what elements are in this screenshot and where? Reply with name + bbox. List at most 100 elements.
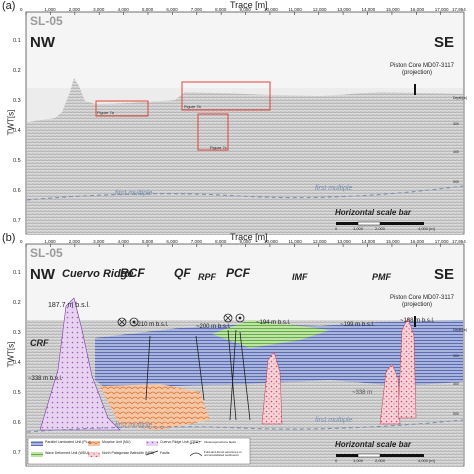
- x-tick-label: 15,000: [385, 7, 400, 12]
- x-tick-label: 17,000: [434, 239, 449, 244]
- cuervo-ridge-label: Cuervo Ridge: [62, 268, 134, 280]
- depth-4: ~194 m b.s.l.: [256, 320, 291, 326]
- x-tick-label: 16,000: [410, 239, 425, 244]
- x-tick-label: 11,000: [288, 239, 302, 244]
- y-tick-label: 0.7: [13, 218, 21, 224]
- x-tick-label: 8,000: [215, 239, 227, 244]
- depth-1: 187.7 m b.s.l.: [48, 302, 91, 309]
- x-tick-label: 6,000: [166, 7, 178, 12]
- panel-b-scale-3: 4,000 [m]: [418, 458, 435, 463]
- panel-b-scale-bar: [336, 453, 424, 458]
- legend-intra: Intraevaporazione faults: [204, 440, 237, 444]
- fault-pcf: PCF: [226, 266, 250, 280]
- y-tick-label: 0.4: [13, 360, 21, 366]
- plu-unit: [95, 320, 463, 392]
- panel-a-water: [27, 13, 463, 88]
- panel-a-multiple-1: first multiple: [115, 190, 153, 197]
- x-tick-label: 4,000: [117, 7, 129, 12]
- x-tick-label: 17,000: [434, 7, 449, 12]
- panel-a-multiple-2: first multiple: [315, 185, 353, 192]
- moraine-unit: [100, 384, 210, 430]
- x-tick-label: 13,000: [337, 239, 351, 244]
- legend-swatch-cru: [146, 441, 158, 446]
- panel-a-core-label-2: (projection): [402, 70, 433, 76]
- x-tick-label: 11,000: [288, 7, 302, 12]
- x-tick-label: 5,000: [141, 239, 154, 244]
- y-tick-label: 0.3: [13, 330, 21, 336]
- y-tick-label: 0.1: [13, 38, 21, 44]
- x-tick-label: 5,000: [141, 7, 154, 12]
- x-tick-label: 12,000: [312, 7, 327, 12]
- panel-b-core-label-1: Piston Core MD07-3117: [390, 295, 454, 301]
- panel-b-axis-title: Trace [m]: [230, 232, 268, 242]
- x-tick-label: 2,000: [68, 7, 81, 12]
- depth-8: ~338 m: [352, 390, 373, 396]
- figure-7c-label: Figure 7c: [210, 145, 227, 150]
- panel-b-label: (b): [2, 232, 16, 244]
- x-tick-label: 7,000: [190, 7, 203, 12]
- legend-swatch-fault: [145, 450, 159, 456]
- panel-b-scale-title: Horizontal scale bar: [335, 440, 412, 449]
- panel-b-core-label-2: (projection): [402, 302, 433, 308]
- x-tick-label: 15,000: [385, 239, 400, 244]
- legend-cru: Cuervo Ridge Unit (CRU): [160, 440, 200, 444]
- depth-tick-label: Depth[m]: [453, 328, 468, 332]
- fault-rcf: RCF: [120, 266, 145, 280]
- x-tick-label: 0: [20, 7, 23, 12]
- panel-b-multiple-line: [26, 419, 464, 433]
- fault-qf: QF: [174, 266, 191, 280]
- panel-b-water: [27, 245, 463, 320]
- legend-swatch-wdu: [31, 452, 43, 457]
- fault-rpf: RPF: [198, 272, 216, 282]
- panel-a-scale-1: 1,000: [353, 226, 364, 231]
- figure-7b-box: [181, 81, 271, 111]
- y-tick-label: 0.4: [13, 128, 21, 134]
- panel-b-scale-1: 1,000: [353, 458, 364, 463]
- depth-7: ~338 m b.s.l.: [28, 376, 63, 382]
- panel-b-se: SE: [434, 266, 455, 283]
- x-tick-label: 17,954: [452, 7, 466, 12]
- x-tick-label: 16,000: [410, 7, 425, 12]
- x-tick-label: 3,000: [93, 239, 105, 244]
- figure-7c-box: [197, 113, 229, 151]
- fault-pmf: PMF: [372, 272, 391, 282]
- panel-a-core-label-1: Piston Core MD07-3117: [390, 63, 454, 69]
- x-tick-label: 10,000: [263, 7, 278, 12]
- fault-lines: [145, 329, 251, 421]
- legend-swatch-intra: [189, 440, 203, 445]
- wdu-unit: [212, 320, 330, 348]
- depth-5: ~199 m b.s.l.: [340, 322, 375, 328]
- panel-b-multiple-2: first multiple: [315, 417, 353, 424]
- fault-crf: CRF: [30, 338, 49, 348]
- x-tick-label: 2,000: [68, 239, 81, 244]
- y-tick-label: 0.1: [13, 270, 21, 276]
- depth-6: ~188 m b.s.l.: [400, 318, 435, 324]
- y-tick-label: 0.2: [13, 300, 21, 306]
- x-tick-label: 6,000: [166, 239, 178, 244]
- figure-7b-label: Figure 7b: [184, 104, 201, 109]
- panel-a-scale-2: 2,000: [375, 226, 386, 231]
- x-tick-label: 4,000: [117, 239, 129, 244]
- y-tick-label: 0.5: [13, 390, 21, 396]
- panel-a-se: SE: [434, 34, 455, 51]
- panel-a-scale-0: 0: [335, 226, 338, 231]
- fault-imf: IMF: [292, 272, 308, 282]
- legend-swatch-plu: [31, 441, 43, 446]
- legend-wdu: Wave Deformed Unit (WDU): [45, 451, 90, 455]
- panel-a-multiple-line: [26, 185, 464, 201]
- figure-7a-box: [95, 100, 149, 117]
- x-tick-label: 8,000: [215, 7, 227, 12]
- legend-mu: Moraine Unit (MU): [102, 440, 131, 444]
- panel-b-profile: SL-05: [30, 246, 63, 260]
- x-tick-label: 0: [20, 239, 23, 244]
- strike-slip-symbols: [117, 313, 245, 327]
- legend-swatch-npb: [88, 452, 100, 457]
- legend-swatch-fold: [189, 452, 203, 457]
- legend-faults: Faults: [160, 451, 170, 455]
- y-tick-label: 0.7: [13, 450, 21, 456]
- depth-tick-label: 400: [453, 382, 459, 386]
- depth-tick-label: 500: [453, 180, 459, 184]
- x-tick-label: 13,000: [337, 7, 351, 12]
- panel-a-label: (a): [2, 0, 16, 12]
